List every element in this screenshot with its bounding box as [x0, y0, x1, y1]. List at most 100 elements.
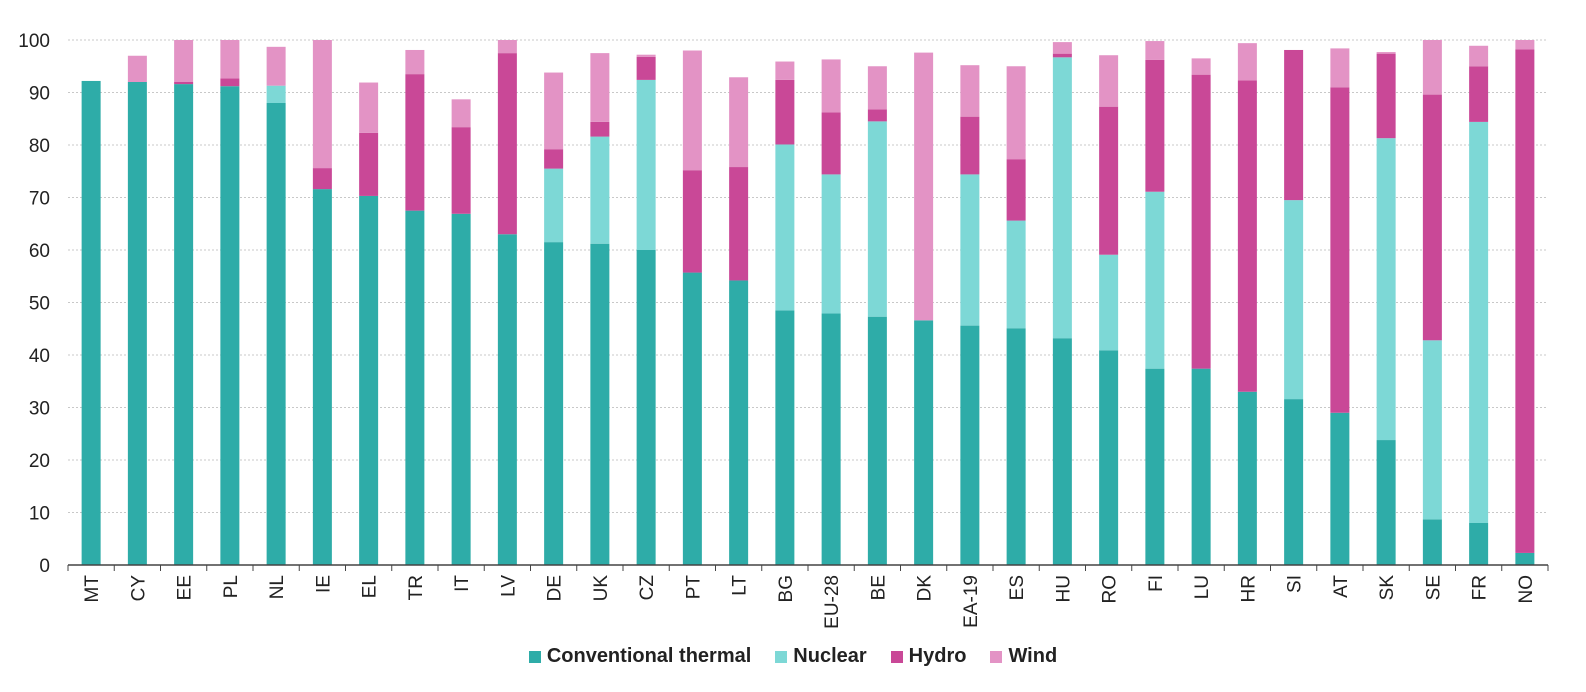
bar-segment-conventional-thermal-sk [1376, 440, 1396, 565]
bar-segment-conventional-thermal-hu [1052, 338, 1072, 565]
bar-segment-conventional-thermal-pt [682, 272, 702, 565]
x-tick-label: IT [452, 575, 473, 592]
bar-segment-nuclear-be [867, 121, 887, 317]
bar-segment-hydro-tr [405, 74, 425, 211]
x-tick-label: SI [1285, 575, 1306, 593]
bar-segment-hydro-si [1284, 49, 1304, 201]
bar-segment-conventional-thermal-mt [81, 80, 101, 565]
y-tick-label: 30 [29, 399, 50, 420]
x-tick-label: UK [591, 575, 612, 602]
bar-segment-wind-be [867, 66, 887, 110]
bar-segment-hydro-fi [1145, 59, 1165, 192]
y-tick-label: 20 [29, 451, 50, 472]
x-tick-label: EA-19 [961, 575, 982, 628]
bar-segment-wind-hu [1052, 42, 1072, 54]
bar-segment-conventional-thermal-fr [1469, 523, 1489, 565]
bar-segment-nuclear-es [1006, 220, 1026, 329]
bar-segment-wind-el [359, 82, 379, 133]
bar-segment-wind-lt [729, 77, 749, 168]
x-tick-label: BE [868, 575, 889, 600]
x-tick-label: CY [128, 575, 149, 602]
bar-segment-conventional-thermal-pl [220, 86, 240, 565]
bar-segment-wind-tr [405, 49, 425, 75]
bar-segment-wind-at [1330, 48, 1350, 88]
bar-segment-hydro-pt [682, 170, 702, 273]
bar-segment-wind-fr [1469, 45, 1489, 67]
bar-segment-conventional-thermal-hr [1237, 391, 1257, 565]
bar-segment-wind-pl [220, 40, 240, 79]
y-tick-label: 10 [29, 504, 50, 525]
legend-swatch [890, 650, 903, 663]
grid-lines [68, 39, 1548, 513]
bar-segment-hydro-at [1330, 87, 1350, 413]
legend-label: Hydro [908, 645, 967, 667]
x-tick-label: BG [776, 575, 797, 602]
legend-swatch [990, 650, 1003, 663]
legend-swatch [775, 650, 788, 663]
bar-segment-wind-sk [1376, 52, 1396, 54]
x-tick-label: SE [1423, 575, 1444, 600]
legend-item-conventional-thermal: Conventional thermal [528, 645, 752, 668]
x-tick-label: NL [267, 575, 288, 599]
x-axis-ticks: MT CY EE PL NL IE EL TR IT LV DE UK CZ PT LT BG EU-28 BE D… [67, 565, 1549, 629]
bar-segment-nuclear-eu-28 [821, 174, 841, 314]
bar-segment-nuclear-cz [636, 79, 656, 251]
bar-segment-wind-pt [682, 50, 702, 171]
x-tick-label: NO [1516, 575, 1537, 604]
x-tick-label: HR [1238, 575, 1259, 602]
x-tick-label: LV [498, 575, 519, 597]
bar-segment-hydro-sk [1376, 53, 1396, 139]
bar-segment-conventional-thermal-ro [1099, 350, 1119, 565]
bar-segment-wind-de [544, 72, 564, 150]
y-tick-label: 0 [39, 556, 50, 577]
y-tick-label: 60 [29, 241, 50, 262]
bar-segment-conventional-thermal-tr [405, 210, 425, 565]
bar-segment-hydro-fr [1469, 66, 1489, 122]
bar-segment-hydro-no [1515, 49, 1535, 553]
bar-segment-conventional-thermal-cz [636, 250, 656, 565]
bar-segment-conventional-thermal-nl [266, 103, 286, 565]
legend-label: Conventional thermal [546, 645, 752, 667]
y-tick-label: 90 [29, 84, 50, 105]
bar-segment-nuclear-bg [775, 144, 795, 311]
bar-segment-wind-bg [775, 61, 795, 80]
bar-segment-wind-es [1006, 66, 1026, 160]
bar-segment-conventional-thermal-si [1284, 399, 1304, 565]
bar-segment-hydro-de [544, 149, 564, 169]
bar-segment-hydro-ee [174, 82, 194, 85]
bar-segment-conventional-thermal-se [1422, 519, 1442, 565]
bar-segment-hydro-ea-19 [960, 116, 980, 175]
bar-segment-conventional-thermal-lv [497, 234, 517, 565]
bar-segment-wind-cz [636, 54, 656, 57]
bar-segment-nuclear-de [544, 168, 564, 243]
legend-label: Nuclear [793, 645, 867, 667]
bar-segment-nuclear-ea-19 [960, 174, 980, 326]
bar-segment-wind-se [1422, 40, 1442, 95]
bar-segment-hydro-lu [1191, 74, 1211, 369]
x-tick-label: ES [1007, 575, 1028, 600]
x-tick-label: HU [1053, 575, 1074, 602]
x-tick-label: FI [1146, 575, 1167, 592]
bar-segment-wind-uk [590, 53, 610, 122]
bar-segment-hydro-be [867, 109, 887, 122]
bar-segment-hydro-bg [775, 79, 795, 145]
bar-segment-conventional-thermal-ie [312, 189, 332, 565]
bar-segment-wind-ie [312, 40, 332, 169]
x-tick-label: LT [730, 575, 751, 596]
x-tick-label: AT [1331, 575, 1352, 598]
bar-segment-hydro-hu [1052, 53, 1072, 58]
x-tick-label: TR [406, 575, 427, 600]
x-tick-label: DE [545, 575, 566, 601]
y-tick-label: 70 [29, 189, 50, 210]
bar-segment-hydro-es [1006, 159, 1026, 221]
bar-segment-hydro-lv [497, 53, 517, 235]
bar-segment-wind-dk [914, 52, 934, 321]
bar-segment-wind-lu [1191, 58, 1211, 75]
bar-segment-conventional-thermal-lu [1191, 368, 1211, 565]
bar-segment-nuclear-si [1284, 200, 1304, 400]
bar-segment-nuclear-hu [1052, 57, 1072, 339]
x-tick-label: EL [360, 575, 381, 598]
legend-item-wind: Wind [990, 645, 1057, 668]
legend-item-hydro: Hydro [890, 645, 967, 668]
bar-segment-conventional-thermal-no [1515, 552, 1535, 565]
